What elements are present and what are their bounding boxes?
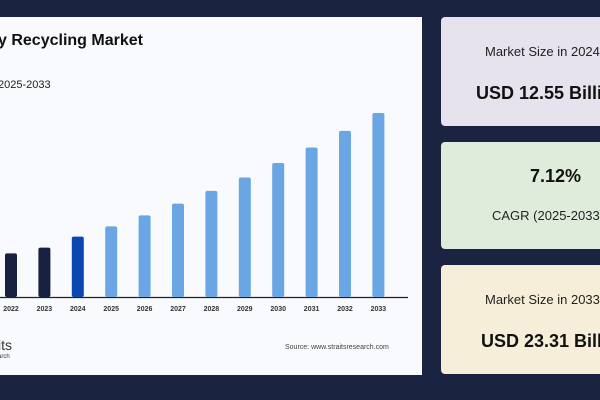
x-tick-label: 2023 [37,306,53,313]
bar-2030 [272,162,285,297]
bar-2027 [172,203,184,297]
x-tick-label: 2028 [204,306,220,313]
bar-chart: 2022 2023 2024 2025 2026 2027 2028 2029 2030 2031… [0,113,408,313]
bar-2032 [339,130,351,297]
card-value: 7.12% [530,166,582,186]
bar-2033 [372,113,385,297]
market-size-2033-card: Market Size in 2033 USD 23.31 Billion [441,265,600,374]
x-tick-label: 2031 [304,306,320,313]
cagr-card: 7.12% CAGR (2025-2033) [441,142,600,249]
chart-subtitle: 2025-2033 [0,79,51,91]
x-tick-label: 2027 [170,306,186,313]
x-tick-label: 2024 [70,306,86,313]
source-text: Source: www.straitsresearch.com [285,344,389,351]
bar-2024 [71,236,84,297]
card-label: Market Size in 2033 [485,292,600,307]
x-tick-label: 2029 [237,306,253,313]
bar-2026 [138,215,151,297]
x-tick-label: 2032 [337,306,353,313]
bar-2029 [238,177,251,297]
bar-2031 [305,147,318,297]
straits-logo: itsarch [0,337,12,360]
chart-panel: y Recycling Market 2025-2033 2022 2023 202… [0,17,422,375]
card-label: CAGR (2025-2033) [492,208,600,223]
card-value: USD 23.31 Billion [481,331,600,351]
bar-2025 [105,226,118,297]
x-tick-label: 2030 [270,306,286,313]
x-tick-label: 2026 [137,306,153,313]
bar-2023 [38,247,51,297]
x-tick-label: 2022 [3,306,19,313]
bar-2028 [205,190,218,297]
x-tick-label: 2033 [371,306,387,313]
card-value: USD 12.55 Billion [476,83,600,103]
bar-2022 [5,253,17,297]
chart-title: y Recycling Market [0,32,143,49]
card-label: Market Size in 2024 [485,44,600,59]
x-tick-label: 2025 [103,306,119,313]
market-size-2024-card: Market Size in 2024 USD 12.55 Billion [441,17,600,126]
